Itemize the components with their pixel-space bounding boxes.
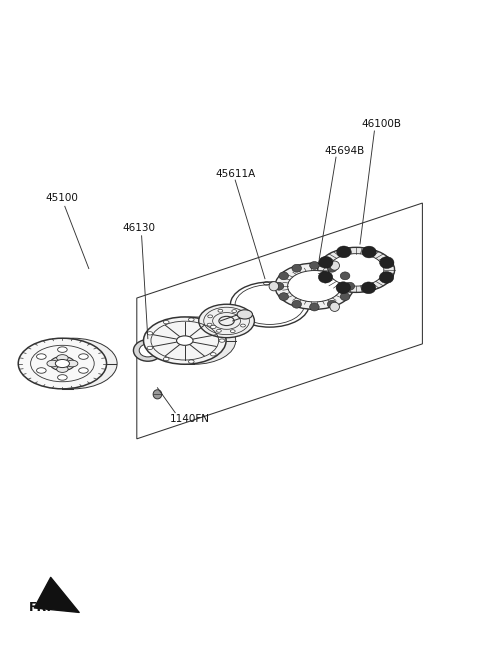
Ellipse shape	[18, 338, 107, 389]
Ellipse shape	[274, 282, 284, 290]
Ellipse shape	[57, 365, 68, 373]
Ellipse shape	[240, 324, 245, 327]
Ellipse shape	[147, 331, 153, 335]
Text: 45694B: 45694B	[324, 145, 365, 156]
Ellipse shape	[36, 367, 46, 373]
Ellipse shape	[47, 360, 59, 367]
Ellipse shape	[330, 261, 339, 271]
Ellipse shape	[66, 360, 78, 367]
Ellipse shape	[232, 310, 237, 312]
Ellipse shape	[188, 360, 194, 364]
Ellipse shape	[79, 367, 88, 373]
Ellipse shape	[330, 302, 339, 311]
Ellipse shape	[275, 263, 354, 309]
Ellipse shape	[292, 265, 301, 272]
Text: 46130: 46130	[122, 223, 156, 233]
Ellipse shape	[380, 257, 394, 269]
Ellipse shape	[163, 358, 169, 361]
Ellipse shape	[216, 329, 221, 332]
Ellipse shape	[36, 354, 46, 360]
Ellipse shape	[188, 318, 194, 322]
Ellipse shape	[50, 356, 75, 371]
Ellipse shape	[199, 304, 254, 338]
Ellipse shape	[269, 282, 279, 291]
Ellipse shape	[57, 354, 68, 362]
Ellipse shape	[207, 323, 212, 326]
Ellipse shape	[147, 346, 153, 350]
Ellipse shape	[208, 315, 213, 318]
Ellipse shape	[336, 282, 350, 293]
Ellipse shape	[241, 316, 246, 319]
Ellipse shape	[318, 248, 395, 292]
Text: 45611A: 45611A	[215, 168, 255, 179]
Ellipse shape	[210, 352, 216, 356]
Ellipse shape	[139, 344, 156, 357]
Text: FR.: FR.	[29, 601, 52, 614]
Ellipse shape	[133, 339, 162, 362]
Ellipse shape	[163, 320, 169, 324]
Ellipse shape	[29, 338, 117, 389]
Ellipse shape	[279, 272, 288, 280]
Ellipse shape	[327, 265, 337, 272]
Ellipse shape	[379, 272, 394, 284]
Ellipse shape	[345, 282, 355, 290]
Ellipse shape	[340, 272, 350, 280]
Ellipse shape	[153, 317, 236, 364]
Ellipse shape	[288, 271, 341, 302]
Ellipse shape	[237, 310, 252, 319]
Ellipse shape	[328, 253, 384, 286]
Ellipse shape	[279, 293, 288, 301]
Ellipse shape	[327, 300, 337, 308]
Ellipse shape	[55, 360, 70, 367]
FancyArrowPatch shape	[34, 577, 79, 612]
Ellipse shape	[292, 300, 301, 308]
Text: 1140FN: 1140FN	[169, 414, 210, 424]
Ellipse shape	[58, 375, 67, 380]
Ellipse shape	[340, 293, 350, 301]
Text: 46100B: 46100B	[361, 119, 402, 130]
Ellipse shape	[230, 329, 235, 333]
Ellipse shape	[79, 354, 88, 360]
Ellipse shape	[318, 271, 333, 283]
Ellipse shape	[319, 256, 333, 268]
Ellipse shape	[310, 261, 319, 269]
Text: 45100: 45100	[46, 193, 78, 204]
Ellipse shape	[177, 336, 193, 345]
Ellipse shape	[219, 339, 225, 343]
Ellipse shape	[144, 317, 226, 364]
Ellipse shape	[362, 246, 376, 258]
Ellipse shape	[153, 390, 162, 399]
Ellipse shape	[58, 347, 67, 352]
Ellipse shape	[310, 303, 319, 311]
Ellipse shape	[210, 326, 216, 329]
Ellipse shape	[361, 282, 376, 293]
Ellipse shape	[218, 309, 223, 312]
Ellipse shape	[336, 246, 351, 258]
